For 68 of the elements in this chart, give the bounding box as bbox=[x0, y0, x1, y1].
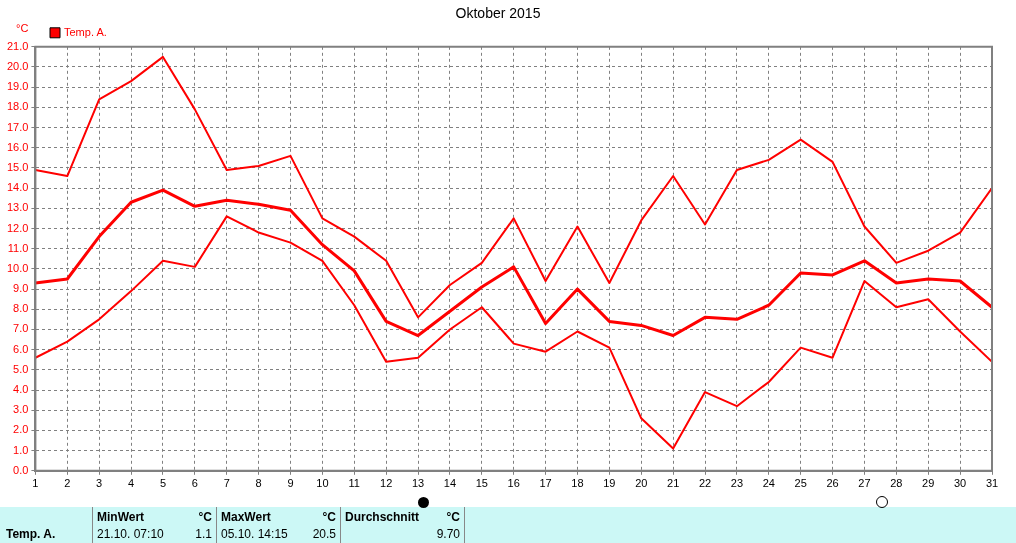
x-tick-label: 22 bbox=[698, 477, 712, 490]
y-tick-label: 1.0 bbox=[13, 443, 29, 456]
text: °C bbox=[321, 510, 336, 526]
y-tick-label: 8.0 bbox=[13, 302, 29, 315]
y-tick-label: 20.0 bbox=[6, 60, 29, 73]
x-tick-label: 27 bbox=[858, 477, 871, 490]
x-tick-label: 16 bbox=[507, 477, 520, 490]
x-tick-label: 24 bbox=[762, 477, 775, 490]
x-tick-label: 29 bbox=[922, 477, 935, 490]
y-tick-label: 6.0 bbox=[13, 342, 29, 355]
chart-title: Oktober 2015 bbox=[455, 5, 541, 22]
y-tick-label: 4.0 bbox=[13, 383, 29, 396]
x-tick-label: 8 bbox=[255, 477, 262, 490]
text: °C bbox=[197, 510, 212, 526]
y-axis-title: °C bbox=[16, 22, 29, 35]
x-tick-label: 30 bbox=[953, 477, 967, 490]
text: 9.70 bbox=[436, 526, 460, 543]
y-tick-label: 19.0 bbox=[6, 80, 29, 93]
x-tick-label: 26 bbox=[826, 477, 839, 490]
x-tick-label: 19 bbox=[603, 477, 616, 490]
text: Temp. A. bbox=[6, 527, 56, 541]
text: MaxWert bbox=[221, 510, 272, 526]
text: Durchschnitt bbox=[345, 510, 420, 526]
y-tick-label: 10.0 bbox=[6, 261, 29, 274]
text: 1.1 bbox=[195, 526, 212, 543]
x-tick-label: 12 bbox=[380, 477, 393, 490]
x-tick-label: 3 bbox=[96, 477, 103, 490]
x-tick-label: 23 bbox=[730, 477, 744, 490]
y-tick-label: 0.0 bbox=[13, 463, 29, 476]
y-tick-label: 14.0 bbox=[6, 181, 29, 194]
y-tick-label: 12.0 bbox=[6, 221, 29, 234]
text: 05.10. 14:15 bbox=[221, 526, 289, 543]
y-tick-label: 11.0 bbox=[7, 241, 29, 254]
text: °C bbox=[445, 510, 460, 526]
text: 20.5 bbox=[312, 526, 336, 543]
x-tick-label: 10 bbox=[316, 477, 329, 490]
y-tick-label: 7.0 bbox=[13, 322, 29, 335]
y-tick-label: 5.0 bbox=[13, 362, 29, 375]
y-tick-label: 9.0 bbox=[13, 282, 29, 295]
y-tick-label: 15.0 bbox=[6, 160, 29, 173]
y-tick-label: 16.0 bbox=[6, 140, 29, 153]
x-tick-label: 18 bbox=[571, 477, 584, 490]
x-tick-label: 6 bbox=[191, 477, 198, 490]
x-tick-label: 25 bbox=[794, 477, 807, 490]
x-tick-label: 1 bbox=[32, 477, 39, 490]
x-tick-label: 5 bbox=[159, 477, 167, 490]
x-tick-label: 21 bbox=[667, 477, 680, 490]
y-tick-label: 17.0 bbox=[6, 120, 29, 133]
x-tick-label: 4 bbox=[128, 477, 135, 490]
y-tick-label: 3.0 bbox=[13, 403, 29, 416]
y-tick-label: 13.0 bbox=[6, 201, 29, 214]
legend-label: Temp. A. bbox=[64, 25, 107, 38]
x-tick-label: 15 bbox=[475, 477, 488, 490]
y-tick-label: 2.0 bbox=[13, 423, 29, 436]
x-tick-label: 14 bbox=[443, 477, 457, 490]
text: MinWert bbox=[97, 510, 146, 526]
x-tick-label: 2 bbox=[64, 477, 71, 490]
x-tick-label: 13 bbox=[411, 477, 425, 490]
x-tick-label: 9 bbox=[287, 477, 294, 490]
x-tick-label: 11 bbox=[348, 477, 360, 490]
text: 21.10. 07:10 bbox=[97, 526, 165, 543]
x-tick-label: 31 bbox=[985, 477, 999, 490]
y-tick-label: 18.0 bbox=[6, 100, 29, 113]
x-tick-label: 28 bbox=[890, 477, 903, 490]
x-tick-label: 20 bbox=[635, 477, 648, 490]
y-tick-label: 21.0 bbox=[6, 39, 29, 52]
x-tick-label: 17 bbox=[539, 477, 552, 490]
x-tick-label: 7 bbox=[223, 477, 230, 490]
